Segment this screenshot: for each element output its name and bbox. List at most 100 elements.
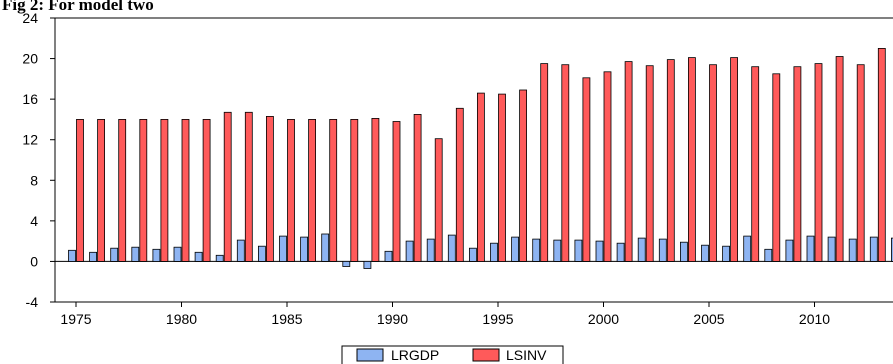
- bar-lrgdp-1996: [511, 236, 520, 262]
- bar-lrgdp-1995: [490, 242, 498, 262]
- bar-lrgdp-1989: [363, 260, 372, 269]
- legend-label-lrgdp: LRGDP: [391, 347, 439, 363]
- x-tick-label: 1980: [166, 311, 197, 327]
- bar-lsinv-2009: [793, 66, 802, 262]
- bar-lrgdp-1984: [257, 245, 266, 262]
- bar-lsinv-1979: [160, 119, 169, 262]
- bar-lrgdp-1987: [321, 233, 330, 262]
- bar-lsinv-1999: [582, 77, 591, 262]
- bar-lsinv-2000: [603, 71, 612, 262]
- legend-label-lsinv: LSINV: [506, 347, 547, 363]
- bar-lrgdp-1983: [236, 239, 245, 262]
- y-tick-label: 12: [22, 132, 38, 148]
- x-tick-label: 1975: [60, 311, 91, 327]
- bar-lsinv-2002: [645, 65, 654, 262]
- bar-lsinv-2012: [856, 64, 865, 262]
- legend-swatch-lrgdp: [356, 348, 384, 362]
- bar-lsinv-1982: [223, 111, 232, 262]
- bar-lrgdp-1978: [131, 246, 140, 262]
- bar-lrgdp-2011: [827, 236, 836, 262]
- bar-lsinv-1994: [476, 92, 485, 262]
- bar-lsinv-1998: [561, 64, 570, 262]
- x-tick-label: 1990: [377, 311, 408, 327]
- bar-lrgdp-2012: [848, 238, 857, 262]
- x-axis: 1975 1980 1985 1990 1995 2000 2005 2010: [60, 302, 830, 327]
- bar-lsinv-1985: [287, 119, 295, 262]
- bars: [68, 48, 893, 269]
- bar-lsinv-1989: [371, 118, 380, 262]
- y-tick-label: 0: [30, 253, 38, 269]
- bar-lrgdp-2010: [806, 235, 815, 262]
- y-tick-label: 20: [22, 51, 38, 67]
- bar-lrgdp-1993: [447, 234, 456, 262]
- bar-lrgdp-2000: [595, 240, 604, 262]
- bar-lsinv-1993: [455, 107, 464, 262]
- bar-lsinv-1996: [519, 89, 527, 262]
- bar-lrgdp-2004: [680, 241, 688, 262]
- bar-lsinv-1983: [244, 111, 253, 262]
- bar-lrgdp-1990: [384, 250, 393, 262]
- bar-lrgdp-1979: [152, 248, 161, 262]
- bar-lsinv-1990: [392, 121, 401, 262]
- bar-lsinv-1981: [202, 119, 211, 262]
- bar-lrgdp-2003: [658, 238, 667, 262]
- bar-lsinv-1977: [118, 119, 127, 262]
- bar-lrgdp-1988: [342, 260, 351, 267]
- bar-lrgdp-1999: [574, 239, 583, 262]
- bar-lsinv-2005: [709, 64, 717, 262]
- y-tick-label: -4: [26, 294, 39, 310]
- bar-lsinv-2003: [666, 59, 675, 262]
- x-tick-label: 1985: [271, 311, 302, 327]
- bar-lrgdp-1991: [405, 240, 414, 262]
- bar-lrgdp-1986: [300, 236, 309, 262]
- bar-lsinv-2004: [688, 57, 696, 262]
- bar-lrgdp-2014: [891, 237, 893, 262]
- bar-lrgdp-1981: [194, 251, 203, 262]
- bar-lsinv-2013: [877, 48, 886, 262]
- bar-lrgdp-2005: [701, 244, 709, 262]
- x-tick-label: 2005: [693, 311, 724, 327]
- y-axis: -4 0 4 8 12 16 20 24: [22, 10, 55, 310]
- bar-lsinv-1988: [350, 119, 359, 262]
- bar-lsinv-1980: [181, 119, 190, 262]
- bar-lrgdp-2008: [764, 248, 773, 262]
- x-tick-label: 2010: [799, 311, 830, 327]
- bar-lrgdp-1975: [68, 249, 76, 262]
- bar-lsinv-1987: [329, 119, 338, 262]
- bar-lsinv-1978: [139, 119, 148, 262]
- bar-lrgdp-2001: [616, 242, 625, 262]
- bar-lsinv-2007: [751, 66, 760, 262]
- legend-box: [341, 345, 564, 364]
- bar-lsinv-2008: [772, 73, 781, 262]
- bar-lrgdp-1992: [426, 238, 435, 262]
- x-tick-label: 2000: [588, 311, 619, 327]
- bar-lsinv-1975: [76, 119, 84, 262]
- bar-lrgdp-2013: [869, 236, 878, 262]
- bar-lrgdp-2006: [722, 245, 730, 262]
- bar-lsinv-1976: [97, 119, 105, 262]
- bar-lsinv-1992: [434, 138, 443, 262]
- bar-lsinv-2010: [814, 63, 823, 262]
- bar-lrgdp-1976: [89, 251, 97, 262]
- bar-lrgdp-1994: [468, 247, 477, 262]
- legend-swatch-lsinv: [472, 348, 500, 362]
- bar-lsinv-1995: [498, 93, 506, 262]
- bar-lrgdp-1985: [279, 235, 287, 262]
- bar-lrgdp-2002: [637, 237, 646, 262]
- bar-lrgdp-1980: [173, 246, 182, 262]
- plot-frame: [54, 17, 893, 303]
- bar-lrgdp-1997: [532, 238, 541, 262]
- legend: LRGDP LSINV: [341, 345, 564, 364]
- bar-lsinv-2006: [730, 57, 738, 262]
- bar-lrgdp-1998: [553, 239, 562, 262]
- bar-lsinv-1984: [265, 116, 274, 262]
- bar-lrgdp-1977: [110, 247, 119, 262]
- bar-lsinv-2011: [835, 56, 844, 262]
- y-tick-label: 8: [30, 172, 38, 188]
- bar-lsinv-2001: [624, 61, 633, 262]
- bar-lrgdp-2009: [785, 239, 794, 262]
- bar-lsinv-1986: [308, 119, 317, 262]
- bar-lsinv-1991: [413, 114, 422, 262]
- bar-lsinv-1997: [540, 63, 549, 262]
